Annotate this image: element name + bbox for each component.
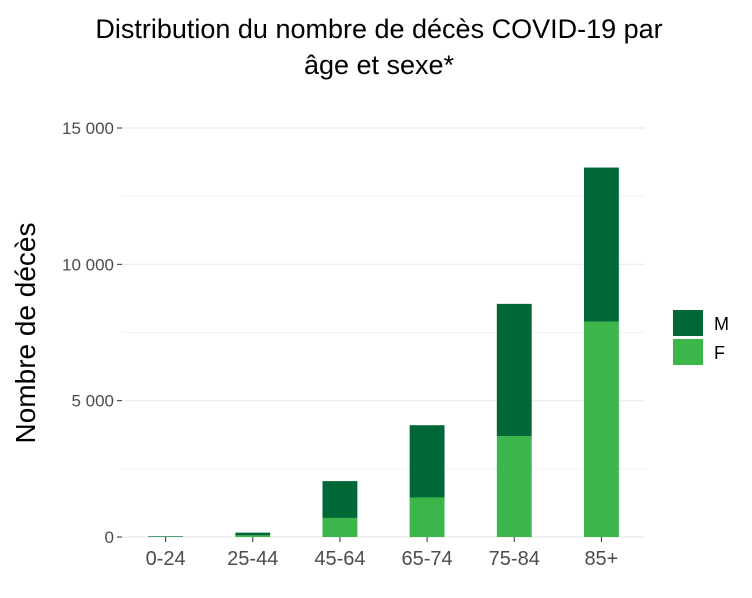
y-axis: 0 5 000 10 000 15 000: [62, 119, 122, 547]
x-tick-label: 85+: [584, 548, 618, 570]
legend-swatch-F: [673, 339, 703, 365]
bar-M-85+: [583, 167, 619, 322]
legend-label-F: F: [714, 343, 725, 363]
bar-F-45-64: [322, 517, 358, 537]
x-tick-label: 45-64: [314, 548, 365, 570]
bar-M-45-64: [322, 481, 358, 518]
x-tick-label: 75-84: [489, 548, 540, 570]
y-tick-label: 5 000: [71, 392, 114, 411]
bar-F-65-74: [409, 497, 445, 537]
x-tick-label: 25-44: [227, 548, 278, 570]
chart-title-line-2: âge et sexe*: [304, 50, 455, 80]
legend-swatch-M: [673, 310, 703, 336]
y-tick-label: 10 000: [62, 255, 114, 274]
bar-F-75-84: [496, 436, 532, 537]
legend-label-M: M: [714, 314, 729, 334]
x-tick-label: 65-74: [402, 548, 453, 570]
x-axis: 0-24 25-44 45-64 65-74 75-84 85+: [146, 537, 618, 570]
x-tick-label: 0-24: [146, 548, 186, 570]
bar-M-0-24: [148, 536, 184, 537]
plot-area: [148, 167, 619, 537]
y-tick-label: 0: [105, 528, 114, 547]
legend: MF: [673, 310, 729, 365]
bar-F-85+: [583, 321, 619, 537]
bar-F-25-44: [235, 535, 271, 537]
chart-title-line-1: Distribution du nombre de décès COVID-19…: [95, 14, 662, 44]
y-axis-label: Nombre de décès: [10, 222, 41, 443]
bar-M-25-44: [235, 532, 271, 536]
gridlines: [122, 127, 645, 538]
bar-M-75-84: [496, 303, 532, 437]
bar-M-65-74: [409, 425, 445, 498]
y-tick-label: 15 000: [62, 119, 114, 138]
